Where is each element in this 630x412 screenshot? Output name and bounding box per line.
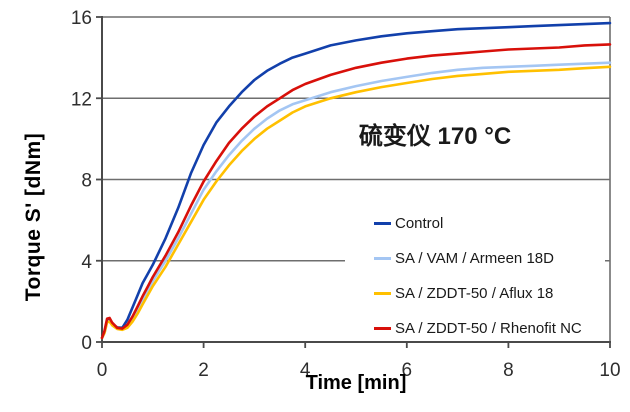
legend-item-rhenofit: SA / ZDDT-50 / Rhenofit NC (374, 311, 605, 346)
legend-label-control: Control (395, 215, 444, 232)
legend-swatch-control (374, 222, 391, 225)
legend-swatch-vam-armeen (374, 257, 391, 260)
x-axis-title: Time [min] (305, 372, 407, 394)
x-tick-label-8: 8 (503, 360, 514, 381)
x-tick-label-10: 10 (599, 360, 620, 381)
legend-label-rhenofit: SA / ZDDT-50 / Rhenofit NC (395, 320, 582, 337)
y-tick-label-16: 16 (71, 8, 92, 29)
legend-item-vam-armeen: SA / VAM / Armeen 18D (374, 241, 605, 276)
y-tick-label-4: 4 (81, 252, 92, 273)
legend-label-vam-armeen: SA / VAM / Armeen 18D (395, 250, 554, 267)
y-tick-label-8: 8 (81, 171, 92, 192)
temperature-annotation: 硫变仪 170 °C (358, 123, 512, 150)
y-tick-label-0: 0 (81, 333, 92, 354)
legend-item-aflux: SA / ZDDT-50 / Aflux 18 (374, 276, 605, 311)
legend-label-aflux: SA / ZDDT-50 / Aflux 18 (395, 285, 554, 302)
series-line-sa-zddt-50-rhenofit-nc (100, 43, 612, 340)
legend-swatch-rhenofit (374, 327, 391, 330)
legend: Control SA / VAM / Armeen 18D SA / ZDDT-… (345, 198, 605, 340)
legend-item-control: Control (374, 206, 605, 241)
x-tick-label-4: 4 (300, 360, 311, 381)
x-tick-label-6: 6 (402, 360, 413, 381)
y-tick-label-12: 12 (71, 89, 92, 110)
legend-swatch-aflux (374, 292, 391, 295)
x-tick-label-2: 2 (198, 360, 209, 381)
x-tick-label-0: 0 (97, 360, 108, 381)
y-axis-title: Torque S' [dNm] (22, 132, 45, 302)
